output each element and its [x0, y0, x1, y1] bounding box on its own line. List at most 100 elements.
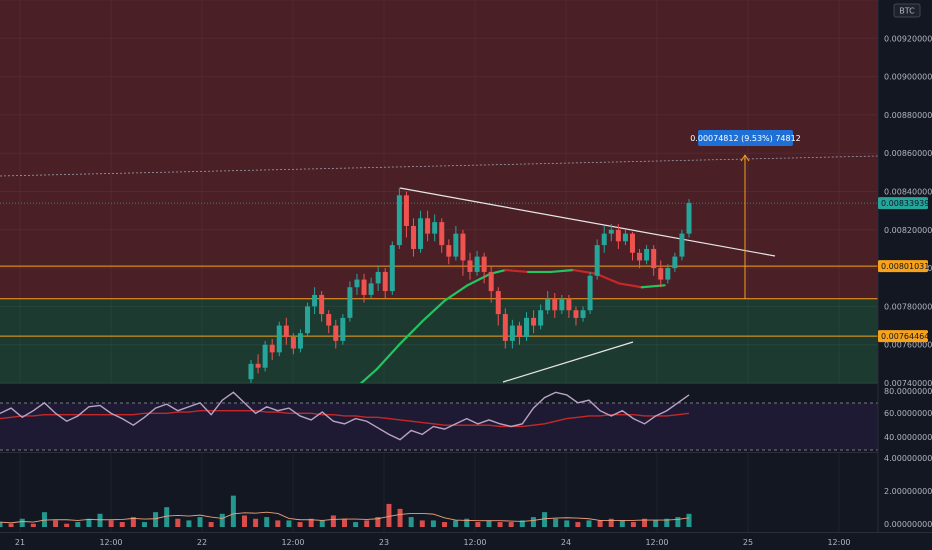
volume-bar: [530, 517, 536, 527]
price-tick-label: 0.00740000: [884, 379, 932, 388]
candle: [375, 266, 381, 292]
projection-arrow-head: [740, 154, 750, 162]
candle: [644, 245, 650, 265]
volume-bar: [97, 513, 103, 527]
rsi-band: [0, 403, 878, 450]
candle: [248, 360, 254, 383]
volume-bar: [686, 513, 692, 527]
volume-bar: [175, 518, 181, 527]
volume-bar: [453, 520, 459, 527]
candle: [446, 239, 452, 265]
price-tick-label: 0.00900000: [884, 73, 932, 82]
price-tick-label: 0.00820000: [884, 226, 932, 235]
ma-segment: [443, 284, 469, 302]
moving-average: [360, 268, 666, 385]
time-axis[interactable]: 21 12:00 22 12:00 23 12:00 24 12:00 25 12:00: [0, 532, 932, 548]
candle: [382, 268, 388, 299]
candle: [594, 239, 600, 280]
candle: [396, 187, 402, 249]
projection-label-box: [698, 130, 793, 146]
candle: [276, 321, 282, 357]
trendlines[interactable]: [399, 187, 776, 383]
volume-tick-label: 2.00000000: [884, 487, 932, 496]
volume-bar: [397, 508, 403, 527]
volume-bar: [364, 520, 370, 527]
price-zones: [0, 0, 878, 383]
volume-bar: [330, 515, 336, 527]
volume-bar: [564, 520, 570, 527]
volume-bar: [353, 522, 359, 527]
candle: [672, 252, 678, 272]
volume-bar: [553, 518, 559, 527]
candle: [269, 338, 275, 361]
volume-bar: [619, 520, 625, 527]
candle: [651, 245, 657, 276]
candle: [573, 306, 579, 326]
lower-trendline[interactable]: [502, 341, 634, 383]
candle: [283, 317, 289, 345]
candle: [432, 214, 438, 242]
candle: [658, 260, 664, 288]
candle: [474, 250, 480, 276]
horizontal-lines[interactable]: [0, 265, 878, 337]
volume-bar: [630, 522, 636, 527]
price-tick-label: 0.00880000: [884, 111, 932, 120]
price-tick-label: 0.00860000: [884, 149, 932, 158]
upper-trendline[interactable]: [399, 187, 776, 257]
time-tick-label: 23: [379, 538, 389, 547]
rsi-tick-label: 40.00000000: [884, 433, 932, 442]
candle: [615, 224, 621, 249]
volume-bar: [608, 518, 614, 527]
candle: [368, 277, 374, 299]
candle: [425, 210, 431, 242]
volume-bar: [108, 520, 114, 527]
price-tag-label: 0.00764464: [881, 332, 929, 341]
candle: [389, 241, 395, 295]
volume-bar: [164, 507, 170, 527]
volume-bar: [464, 518, 470, 527]
volume-bar: [197, 517, 203, 527]
candle: [679, 229, 685, 261]
candle: [290, 333, 296, 355]
rsi-tick-label: 60.00000000: [884, 409, 932, 418]
volume-bar: [497, 522, 503, 527]
price-tick-label: 0.00780000: [884, 302, 932, 311]
candle: [495, 287, 501, 326]
time-tick-label: 24: [561, 538, 571, 547]
candle: [637, 248, 643, 269]
candle: [319, 291, 325, 322]
projection-label: 0.00074812 (9.53%) 74812: [690, 134, 801, 143]
candle: [587, 271, 593, 315]
volume-bar: [286, 520, 292, 527]
volume-bar: [275, 520, 281, 527]
price-tag-box: [878, 197, 928, 210]
candle: [516, 321, 522, 345]
volume-bar: [153, 512, 159, 527]
ma-segment: [398, 320, 424, 346]
volume-bar: [0, 522, 3, 527]
volume-bar: [297, 522, 303, 527]
price-tick-label: 0.00920000: [884, 34, 932, 43]
price-projection[interactable]: 0.00074812 (9.53%) 74812: [690, 130, 801, 299]
currency-label: BTC: [899, 7, 915, 16]
price-tag-box: [878, 260, 928, 273]
volume-bar: [8, 523, 14, 527]
time-tick-label: 12:00: [827, 538, 850, 547]
rsi-line: [0, 391, 690, 441]
candle: [312, 287, 318, 315]
volume-bar: [575, 522, 581, 527]
volume-bar: [319, 520, 325, 527]
candle: [488, 266, 494, 303]
ma-segment: [595, 272, 621, 285]
candle: [580, 306, 586, 322]
price-tag-label: 0.00833939: [881, 199, 929, 208]
candle: [326, 310, 332, 334]
candle: [538, 304, 544, 330]
candle: [509, 319, 515, 349]
volume-bar: [542, 512, 548, 527]
candle: [297, 329, 303, 353]
volume-bar: [64, 523, 70, 527]
volume-bar: [230, 495, 236, 527]
volume-bar: [442, 522, 448, 527]
